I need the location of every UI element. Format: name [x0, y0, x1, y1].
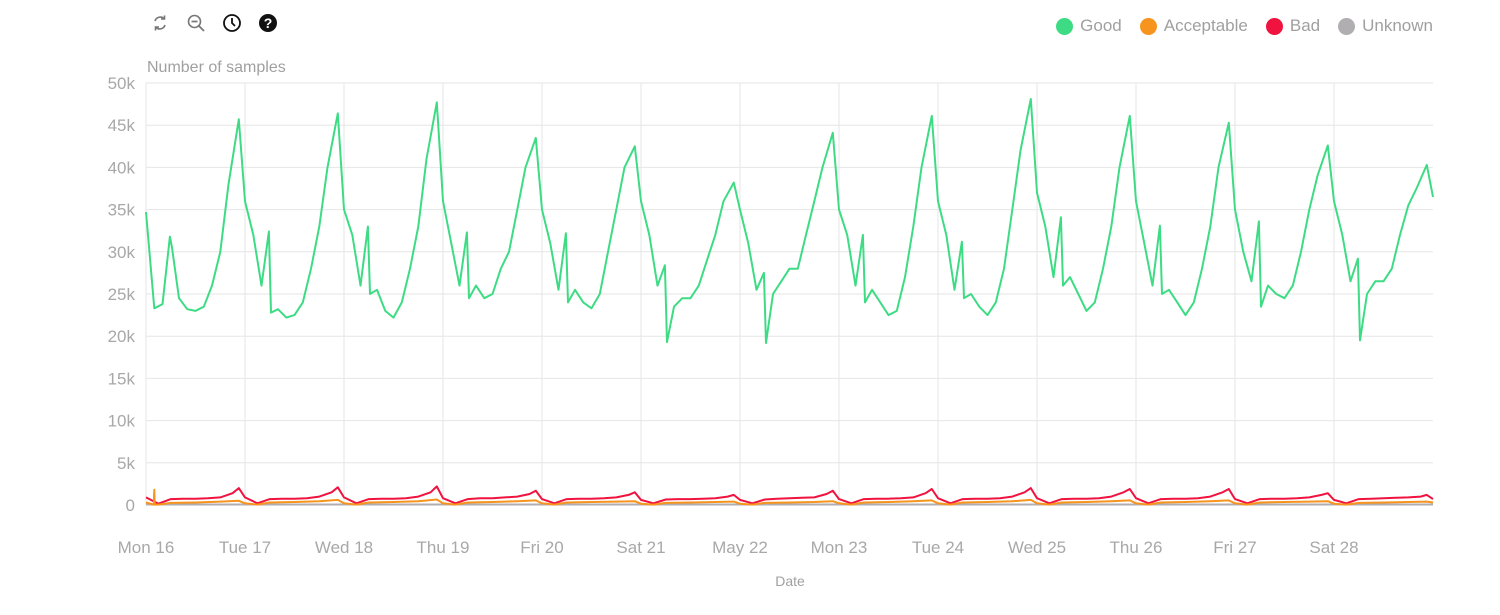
x-tick-label: Fri 20 [520, 538, 563, 557]
y-tick-label: 15k [108, 369, 136, 388]
y-axis-title: Number of samples [147, 59, 286, 76]
y-tick-label: 5k [117, 454, 135, 473]
x-tick-label: Wed 18 [315, 538, 373, 557]
legend: Good Acceptable Bad Unknown [1056, 16, 1433, 36]
series-line-acceptable [145, 488, 1434, 506]
x-tick-label: Mon 16 [118, 538, 175, 557]
legend-label: Bad [1289, 16, 1321, 35]
x-tick-label: Mon 23 [811, 538, 868, 557]
x-tick-label: Wed 25 [1008, 538, 1066, 557]
series-line-bad [145, 485, 1434, 505]
x-tick-label: Tue 24 [912, 538, 964, 557]
x-tick-label: Fri 27 [1213, 538, 1256, 557]
good-swatch [1056, 17, 1074, 35]
zoom-out-icon[interactable] [186, 13, 206, 33]
y-tick-label: 10k [108, 412, 136, 431]
y-tick-label: 0 [126, 496, 135, 515]
x-tick-label: Sat 21 [616, 538, 665, 557]
x-tick-label: Thu 26 [1110, 538, 1163, 557]
series-line-good [145, 98, 1434, 344]
legend-item-acceptable[interactable]: Acceptable [1139, 16, 1248, 36]
unknown-swatch [1338, 17, 1356, 35]
legend-label: Unknown [1362, 16, 1433, 35]
legend-item-bad[interactable]: Bad [1265, 16, 1321, 36]
x-tick-label: Sat 28 [1309, 538, 1358, 557]
legend-label: Acceptable [1163, 16, 1248, 35]
y-tick-label: 35k [108, 201, 136, 220]
refresh-icon[interactable] [150, 13, 170, 33]
x-tick-label: Tue 17 [219, 538, 271, 557]
help-icon[interactable]: ? [258, 13, 278, 33]
acceptable-swatch [1139, 17, 1157, 35]
legend-label: Good [1080, 16, 1122, 35]
legend-item-good[interactable]: Good [1056, 16, 1122, 36]
svg-text:?: ? [264, 15, 273, 31]
y-tick-label: 50k [108, 74, 136, 93]
y-tick-label: 20k [108, 327, 136, 346]
y-tick-label: 25k [108, 285, 136, 304]
x-axis-title: Date [775, 573, 805, 589]
y-tick-label: 45k [108, 116, 136, 135]
y-tick-label: 30k [108, 243, 136, 262]
x-tick-label: May 22 [712, 538, 768, 557]
x-tick-label: Thu 19 [417, 538, 470, 557]
clock-icon[interactable] [222, 13, 242, 33]
legend-item-unknown[interactable]: Unknown [1338, 16, 1433, 36]
y-tick-label: 40k [108, 158, 136, 177]
bad-swatch [1265, 17, 1283, 35]
